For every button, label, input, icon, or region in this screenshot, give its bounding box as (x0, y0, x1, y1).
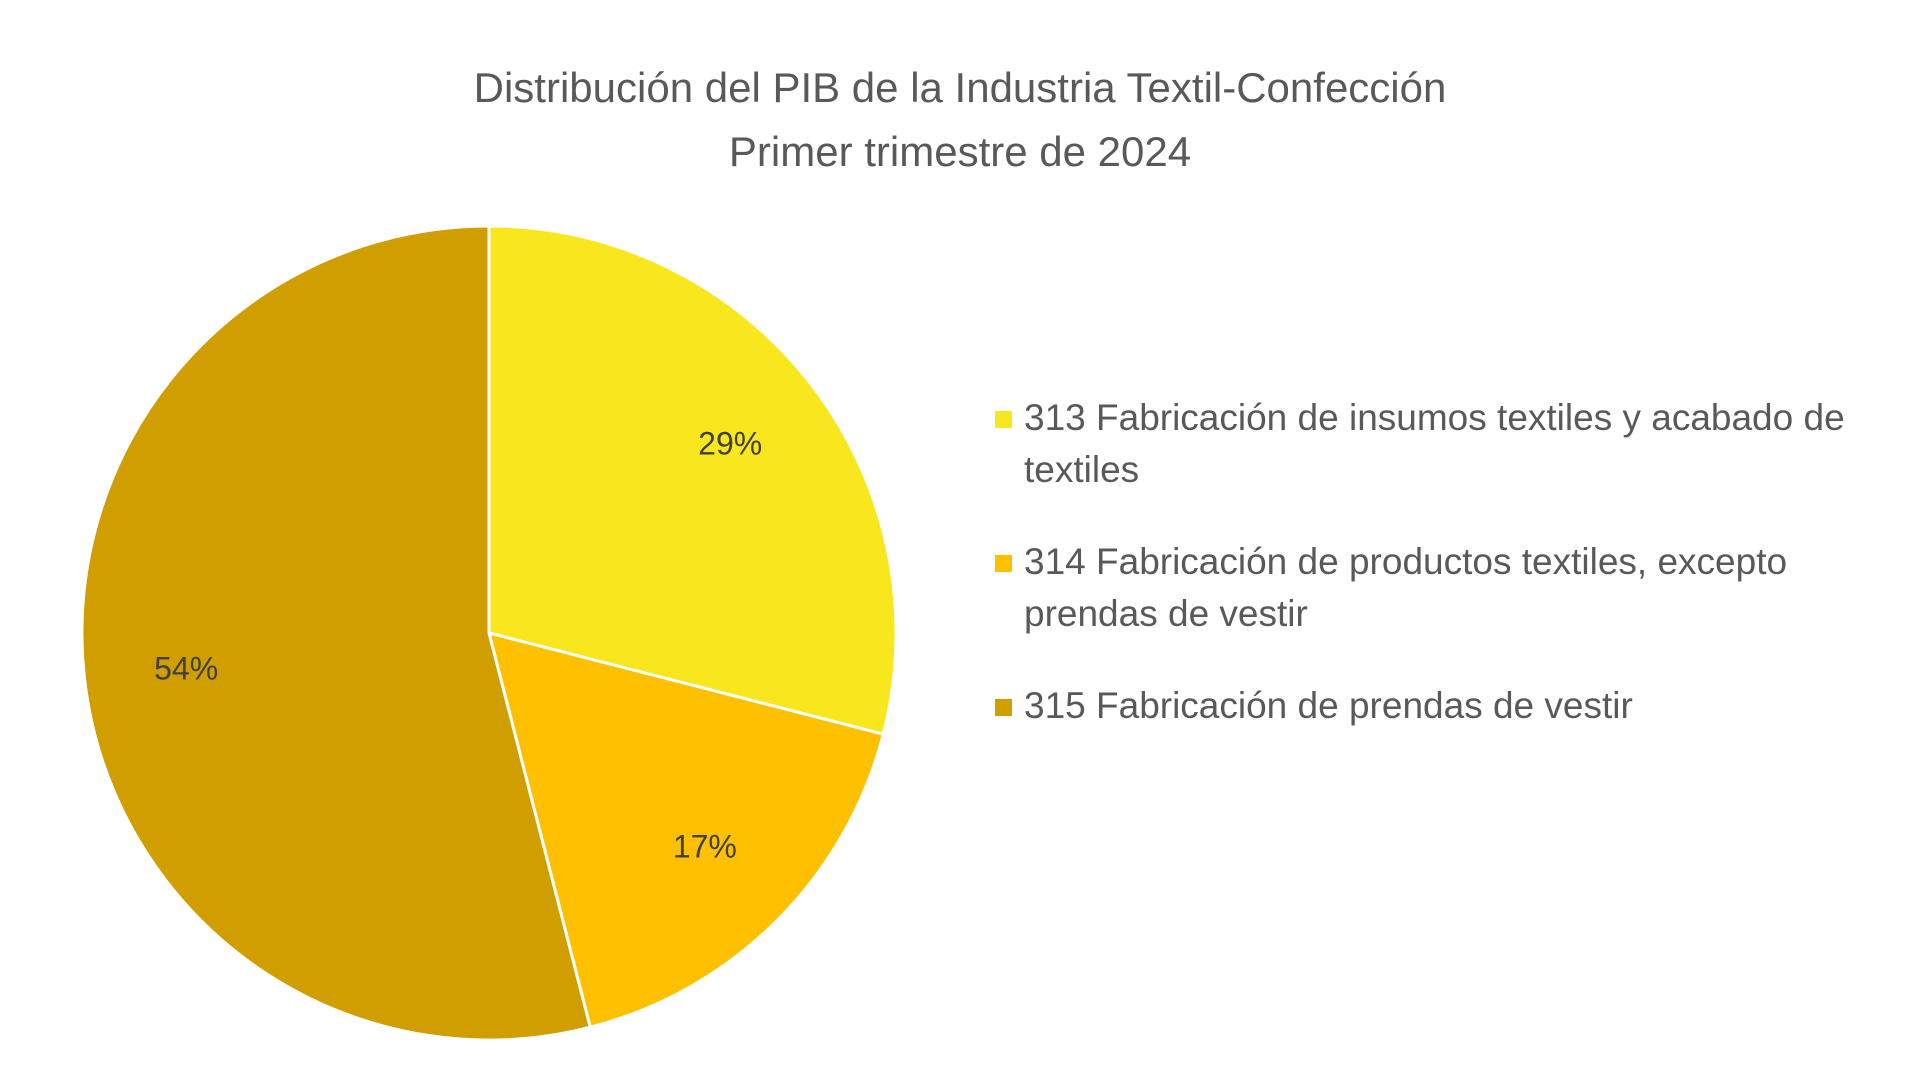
data-label-314: 17% (673, 828, 737, 864)
chart-title: Distribución del PIB de la Industria Tex… (473, 64, 1447, 111)
pie-slice-315 (80, 224, 593, 1042)
legend-item-313: 313 Fabricación de insumos textiles y ac… (995, 392, 1875, 496)
legend-item-314: 314 Fabricación de productos textiles, e… (995, 536, 1875, 640)
data-label-315: 54% (154, 651, 218, 687)
legend-swatch-313 (995, 411, 1012, 428)
legend-label-313: 313 Fabricación de insumos textiles y ac… (1024, 397, 1845, 490)
legend-swatch-315 (995, 699, 1012, 716)
chart-subtitle: Primer trimestre de 2024 (728, 128, 1192, 175)
chart-legend: 313 Fabricación de insumos textiles y ac… (995, 392, 1875, 772)
legend-swatch-314 (995, 555, 1012, 572)
legend-label-315: 315 Fabricación de prendas de vestir (1024, 685, 1633, 726)
pie-slice-314 (486, 630, 886, 1030)
legend-item-315: 315 Fabricación de prendas de vestir (995, 680, 1875, 732)
pie-slice-313 (487, 224, 898, 737)
data-label-313: 29% (698, 425, 762, 461)
legend-label-314: 314 Fabricación de productos textiles, e… (1024, 541, 1788, 634)
